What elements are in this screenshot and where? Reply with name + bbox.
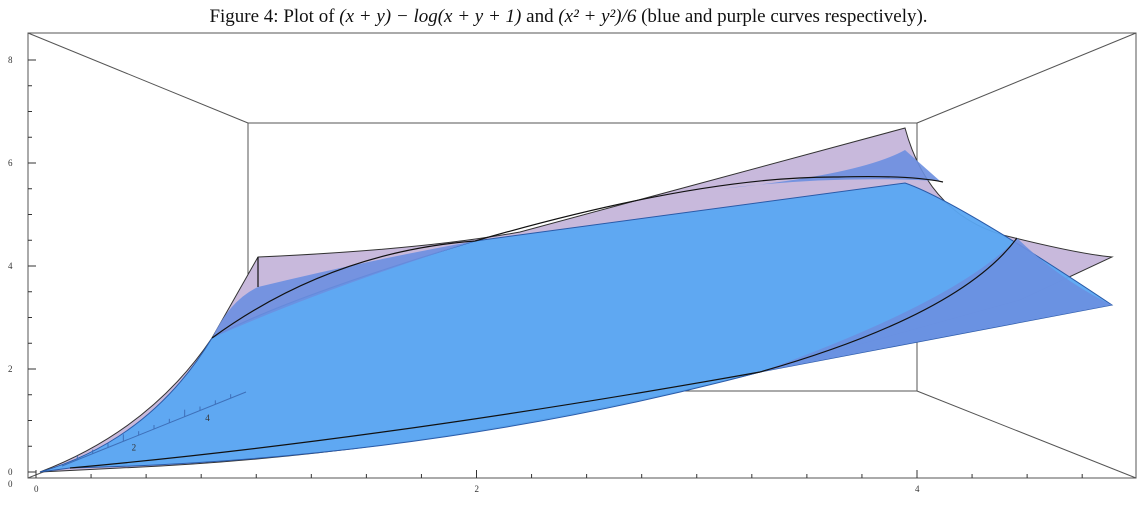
caption-expr-purple: (x² + y²)/6 xyxy=(558,6,637,27)
caption-prefix: Figure 4: Plot of xyxy=(209,6,340,27)
x-axis-ticks xyxy=(35,470,1083,478)
caption-middle: and xyxy=(521,6,559,27)
x-tick-label: 4 xyxy=(915,484,920,494)
z-tick-label: 4 xyxy=(8,261,13,271)
y-tick-label: 2 xyxy=(132,442,137,452)
overlap-region-left xyxy=(212,241,475,338)
caption-suffix: (blue and purple curves respectively). xyxy=(636,6,928,27)
x-axis-tick-labels: 0 2 4 xyxy=(34,484,920,494)
z-axis-ticks xyxy=(28,59,36,473)
z-origin-label: 0 xyxy=(8,479,13,489)
inner-y-ticks xyxy=(76,394,232,460)
x-tick-label: 0 xyxy=(34,484,39,494)
z-axis-tick-labels: 0 2 4 6 8 0 xyxy=(8,55,13,489)
figure-caption: Figure 4: Plot of (x + y) − log(x + y + … xyxy=(0,6,1137,28)
z-tick-label: 6 xyxy=(8,158,13,168)
caption-expr-blue: (x + y) − log(x + y + 1) xyxy=(339,6,522,27)
z-tick-label: 0 xyxy=(8,467,13,477)
overlap-region-right xyxy=(760,238,1112,372)
y-tick-label: 4 xyxy=(205,413,210,423)
overlap-region-top xyxy=(720,150,940,189)
inner-y-tick-labels: 24 xyxy=(132,413,211,453)
intersection-curves xyxy=(69,175,1018,469)
z-tick-label: 2 xyxy=(8,364,13,374)
blue-surface xyxy=(39,182,1114,473)
z-tick-label: 8 xyxy=(8,55,13,65)
x-tick-label: 2 xyxy=(475,484,480,494)
